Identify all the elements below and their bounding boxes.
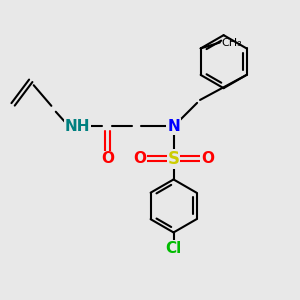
Text: NH: NH	[65, 119, 91, 134]
Text: O: O	[201, 151, 214, 166]
Text: S: S	[168, 150, 180, 168]
Text: O: O	[133, 151, 146, 166]
Text: O: O	[101, 151, 114, 166]
Text: Cl: Cl	[165, 241, 182, 256]
Text: N: N	[167, 119, 180, 134]
Text: CH₃: CH₃	[221, 38, 242, 47]
